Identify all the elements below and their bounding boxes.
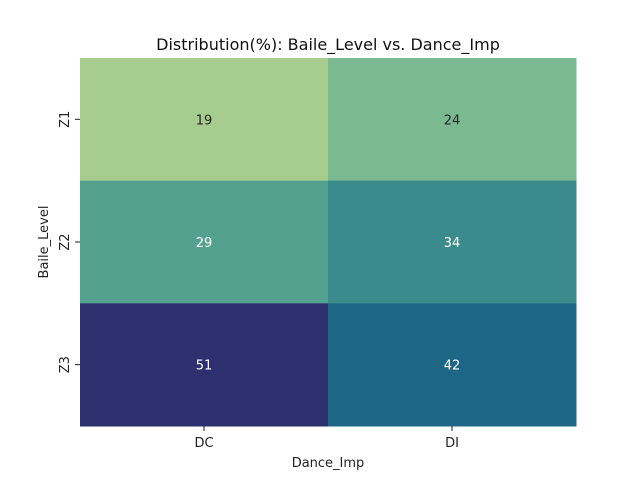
x-tick-label: DC: [194, 436, 213, 451]
heatmap-cell-z2-di: [328, 180, 577, 304]
chart-title: Distribution(%): Baile_Level vs. Dance_I…: [156, 35, 500, 55]
x-axis-title: Dance_Imp: [292, 456, 365, 471]
heatmap-cells: [80, 58, 577, 427]
cell-label-z1-di: 24: [444, 113, 461, 128]
cell-label-z2-dc: 29: [196, 236, 213, 251]
x-axis-ticks: DC DI: [194, 426, 459, 451]
heatmap-cell-z3-dc: [80, 303, 329, 427]
cell-label-z1-dc: 19: [196, 113, 213, 128]
heatmap-cell-z1-di: [328, 58, 577, 182]
y-axis-title: Baile_Level: [37, 206, 52, 279]
x-tick-label: DI: [445, 436, 459, 451]
y-tick-label: Z1: [58, 111, 73, 128]
cell-labels: 19 24 29 34 51 42: [196, 113, 461, 373]
y-tick-label: Z3: [58, 356, 73, 373]
y-tick-label: Z2: [58, 233, 73, 250]
heatmap-cell-z1-dc: [80, 58, 329, 182]
y-axis-ticks: Z1 Z2 Z3: [58, 111, 80, 373]
cell-label-z3-di: 42: [444, 359, 461, 374]
heatmap-cell-z2-dc: [80, 180, 329, 304]
cell-label-z3-dc: 51: [196, 359, 213, 374]
heatmap-cell-z3-di: [328, 303, 577, 427]
cell-label-z2-di: 34: [444, 236, 461, 251]
